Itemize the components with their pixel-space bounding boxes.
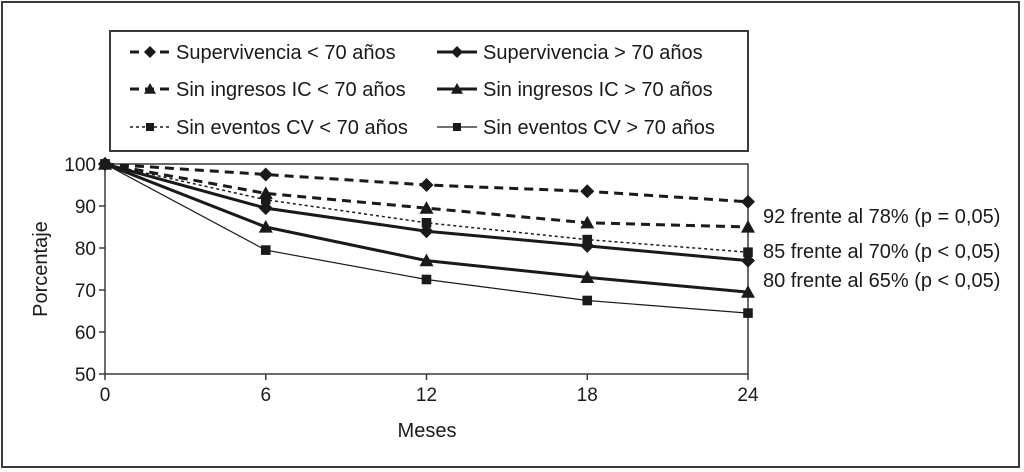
data-point [419, 224, 434, 239]
legend-box [109, 30, 749, 152]
series-line [104, 162, 749, 229]
legend-item-2: Sin eventos CV < 70 años [130, 117, 408, 139]
data-point [741, 220, 755, 233]
data-point [419, 178, 434, 192]
legend-item-3: Supervivencia > 70 años [437, 42, 703, 64]
data-point [258, 201, 273, 216]
data-point [580, 184, 595, 199]
data-point [582, 295, 593, 306]
y-tick-label: 70 [75, 281, 96, 302]
legend-item-1: Sin ingresos IC < 70 años [130, 79, 406, 101]
legend-marker-triangle [144, 83, 156, 94]
data-point [741, 253, 755, 268]
y-tick-label: 90 [75, 197, 96, 218]
x-tick-label: 24 [737, 385, 759, 406]
legend-item-5: Sin eventos CV > 70 años [437, 117, 715, 139]
y-tick-label: 100 [64, 155, 96, 176]
data-point [421, 218, 432, 228]
legend-marker-square [146, 123, 154, 131]
legend-marker-diamond [144, 46, 156, 58]
data-point [260, 245, 271, 255]
legend-item-4: Sin ingresos IC > 70 años [437, 79, 713, 101]
legend: Supervivencia < 70 años Sin ingresos IC <… [130, 42, 715, 139]
x-tick-label: 12 [416, 385, 437, 406]
series-5 [100, 159, 753, 318]
legend-item-0: Supervivencia < 70 años [130, 42, 396, 64]
legend-marker-triangle [451, 83, 463, 94]
data-point [580, 270, 595, 283]
y-axis-title: Porcentaje [30, 221, 52, 317]
x-tick-label: 6 [260, 385, 271, 406]
series-line [104, 163, 749, 253]
x-tick-label: 0 [100, 385, 111, 406]
legend-label: Sin ingresos IC > 70 años [483, 79, 713, 101]
data-point [100, 159, 110, 169]
x-tick-label: 18 [577, 385, 598, 406]
x-axis: 0 6 12 18 24 [100, 374, 759, 406]
data-point [741, 194, 755, 209]
data-point [741, 285, 755, 298]
legend-label: Sin eventos CV > 70 años [483, 117, 715, 139]
annotation-cv-events: 80 frente al 65% (p < 0,05) [763, 270, 1000, 292]
data-point [419, 201, 434, 214]
data-point [419, 253, 434, 267]
legend-marker-diamond [451, 46, 463, 58]
data-point [580, 215, 595, 229]
annotation-hf-admissions: 85 frente al 70% (p < 0,05) [763, 241, 1000, 263]
legend-label: Supervivencia < 70 años [176, 42, 396, 64]
y-axis: 50 60 70 80 90 100 [64, 155, 105, 386]
data-point [258, 167, 273, 182]
y-tick-label: 50 [75, 365, 96, 386]
data-point [258, 220, 273, 233]
legend-marker-square [453, 123, 461, 131]
data-point [743, 247, 753, 257]
legend-label: Supervivencia > 70 años [483, 42, 703, 64]
y-tick-label: 80 [75, 239, 96, 260]
annotation-survival: 92 frente al 78% (p = 0,05) [763, 206, 1000, 228]
x-axis-title: Meses [398, 420, 457, 442]
data-point [743, 308, 753, 318]
y-tick-label: 60 [75, 323, 96, 344]
data-point [260, 194, 271, 205]
series-group [98, 157, 755, 318]
data-point [580, 238, 595, 253]
data-point [421, 274, 432, 285]
legend-label: Sin eventos CV < 70 años [176, 117, 408, 139]
legend-label: Sin ingresos IC < 70 años [176, 79, 406, 101]
